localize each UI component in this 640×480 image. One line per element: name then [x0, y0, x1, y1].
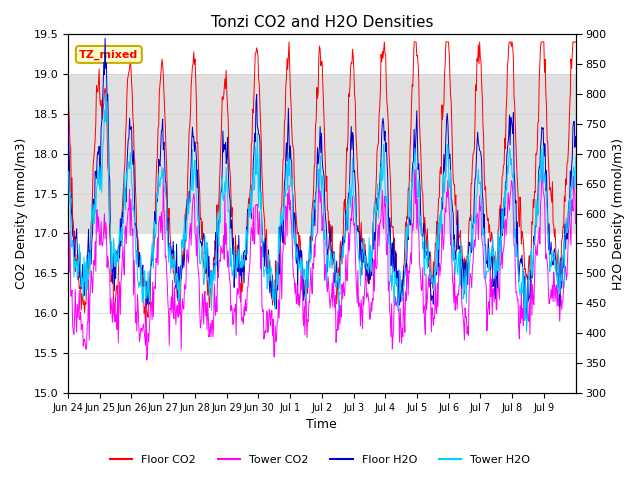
Y-axis label: H2O Density (mmol/m3): H2O Density (mmol/m3)	[612, 138, 625, 289]
X-axis label: Time: Time	[307, 419, 337, 432]
Text: TZ_mixed: TZ_mixed	[79, 49, 138, 60]
Title: Tonzi CO2 and H2O Densities: Tonzi CO2 and H2O Densities	[211, 15, 433, 30]
Legend: Floor CO2, Tower CO2, Floor H2O, Tower H2O: Floor CO2, Tower CO2, Floor H2O, Tower H…	[105, 451, 535, 469]
Bar	[68, 74, 575, 233]
Y-axis label: CO2 Density (mmol/m3): CO2 Density (mmol/m3)	[15, 138, 28, 289]
